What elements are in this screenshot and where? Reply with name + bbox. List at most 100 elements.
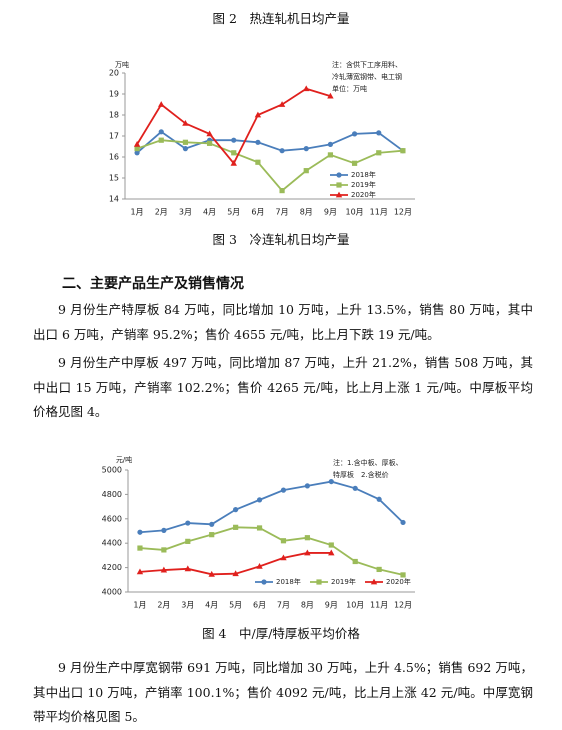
point — [208, 570, 215, 577]
x-tick-label: 12月 — [394, 601, 412, 610]
chart-note: 注：含供下工序用料、 — [332, 60, 402, 69]
point — [303, 168, 309, 174]
x-tick-label: 5月 — [227, 208, 240, 217]
point — [160, 566, 168, 573]
y-tick-label: 14 — [109, 195, 119, 204]
point — [182, 139, 189, 145]
figure-caption: 图 2 热连轧机日均产量 — [212, 11, 350, 26]
y-tick-label: 16 — [109, 153, 119, 162]
figure-caption: 图 3 冷连轧机日均产量 — [212, 232, 350, 247]
point — [209, 521, 215, 527]
point — [185, 538, 191, 544]
y-tick-label: 17 — [109, 132, 119, 141]
point — [335, 191, 343, 198]
point — [185, 520, 191, 526]
y-tick-label: 4200 — [102, 563, 122, 572]
paragraph: 9 月份生产中厚板 497 万吨，同比增加 87 万吨，上升 21.2%，销售 … — [33, 355, 533, 419]
point — [182, 146, 189, 152]
point — [231, 150, 237, 156]
point — [256, 525, 263, 531]
point — [136, 568, 144, 575]
x-tick-label: 10月 — [345, 208, 363, 217]
point — [161, 547, 167, 553]
point — [158, 129, 164, 135]
point — [182, 120, 189, 126]
point — [137, 545, 143, 551]
paragraph: 9 月份生产特厚板 84 万吨，同比增加 10 万吨，上升 13.5%，销售 8… — [33, 302, 533, 342]
point — [232, 570, 239, 577]
y-tick-label: 4000 — [102, 588, 122, 597]
x-tick-label: 4月 — [203, 208, 216, 217]
point — [303, 85, 310, 92]
series-line — [139, 526, 404, 576]
y-tick-label: 19 — [109, 90, 119, 99]
chart-note: 冷轧薄宽钢带、电工钢 — [332, 72, 402, 81]
point — [351, 131, 358, 137]
series-line — [136, 139, 403, 192]
x-tick-label: 5月 — [229, 601, 242, 610]
point — [206, 140, 213, 146]
point — [255, 139, 261, 145]
point — [351, 160, 358, 166]
x-tick-label: 7月 — [277, 601, 290, 610]
legend-label: 2019年 — [351, 180, 376, 189]
point — [336, 172, 342, 178]
point — [230, 159, 237, 166]
y-tick-label: 18 — [109, 111, 119, 120]
point — [231, 137, 237, 143]
y-tick-label: 5000 — [102, 466, 122, 475]
point — [209, 532, 215, 538]
legend-label: 2019年 — [331, 577, 356, 586]
x-tick-label: 3月 — [179, 208, 192, 217]
point — [133, 141, 141, 147]
legend-label: 2018年 — [276, 577, 301, 586]
y-unit: 万吨 — [115, 60, 129, 69]
point — [327, 152, 334, 158]
series-line — [139, 480, 404, 534]
point — [327, 92, 334, 99]
point — [304, 483, 310, 489]
point — [158, 101, 165, 107]
x-tick-label: 4月 — [205, 601, 218, 610]
legend-label: 2020年 — [386, 577, 411, 586]
point — [280, 538, 287, 544]
x-tick-label: 7月 — [276, 208, 289, 217]
point — [279, 188, 285, 194]
point — [328, 542, 334, 548]
point — [255, 159, 261, 165]
point — [137, 529, 143, 535]
legend-label: 2020年 — [351, 190, 376, 199]
x-tick-label: 2月 — [157, 601, 170, 610]
x-tick-label: 10月 — [346, 601, 364, 610]
x-tick-label: 9月 — [325, 601, 338, 610]
point — [206, 130, 213, 137]
figure-caption: 图 4 中/厚/特厚板平均价格 — [202, 626, 360, 641]
y-tick-label: 15 — [109, 174, 119, 183]
point — [280, 554, 287, 561]
point — [256, 562, 263, 569]
point — [158, 137, 164, 143]
y-unit: 元/吨 — [116, 455, 132, 464]
point — [352, 558, 358, 565]
point — [352, 485, 358, 491]
chart-note: 单位：万吨 — [332, 84, 367, 93]
x-tick-label: 9月 — [324, 208, 337, 217]
point — [134, 150, 140, 156]
point — [376, 496, 382, 502]
x-tick-label: 8月 — [300, 208, 313, 217]
point — [376, 150, 382, 156]
x-tick-label: 11月 — [370, 208, 388, 217]
point — [328, 549, 335, 556]
point — [303, 146, 309, 152]
x-tick-label: 11月 — [370, 601, 388, 610]
x-tick-label: 8月 — [301, 601, 314, 610]
y-tick-label: 4600 — [102, 514, 122, 523]
point — [161, 527, 167, 533]
x-tick-label: 1月 — [133, 601, 146, 610]
point — [370, 578, 378, 585]
chart-note: 特厚板 2.含税价 — [333, 470, 389, 479]
point — [400, 148, 406, 154]
point — [304, 549, 311, 556]
